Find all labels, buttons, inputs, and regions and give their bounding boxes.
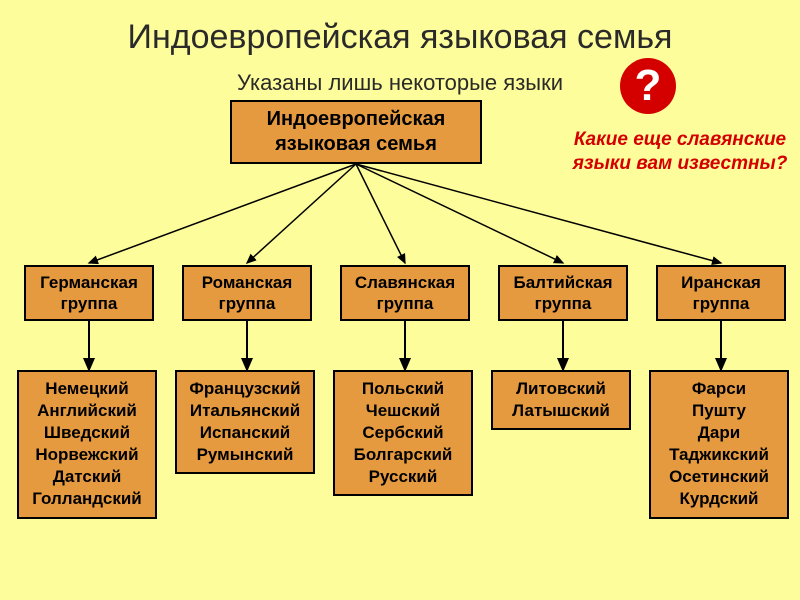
group-node-label: Иранская группа [658, 272, 784, 315]
question-text: Какие еще славянские языки вам известны? [570, 128, 790, 176]
languages-node: ФранцузскийИтальянскийИспанскийРумынский [175, 370, 315, 474]
group-node-label: Германская группа [26, 272, 152, 315]
language-item: Испанский [181, 422, 309, 444]
language-item: Итальянский [181, 400, 309, 422]
group-node: Славянская группа [340, 265, 470, 321]
group-node-label: Славянская группа [342, 272, 468, 315]
group-node-label: Балтийская группа [500, 272, 626, 315]
language-item: Русский [339, 466, 467, 488]
language-item: Латышский [497, 400, 625, 422]
language-item: Таджикский [655, 444, 783, 466]
language-item: Норвежский [23, 444, 151, 466]
language-item: Фарси [655, 378, 783, 400]
language-item: Сербский [339, 422, 467, 444]
question-mark-icon: ? [620, 58, 676, 114]
language-item: Голландский [23, 488, 151, 510]
language-item: Курдский [655, 488, 783, 510]
page-title: Индоевропейская языковая семья [0, 18, 800, 57]
group-node: Германская группа [24, 265, 154, 321]
language-item: Французский [181, 378, 309, 400]
group-node: Романская группа [182, 265, 312, 321]
language-item: Болгарский [339, 444, 467, 466]
group-node: Балтийская группа [498, 265, 628, 321]
group-node: Иранская группа [656, 265, 786, 321]
languages-node: ПольскийЧешскийСербскийБолгарскийРусский [333, 370, 473, 496]
languages-node: ФарсиПуштуДариТаджикскийОсетинскийКурдск… [649, 370, 789, 519]
page-subtitle: Указаны лишь некоторые языки [0, 70, 800, 96]
root-node-label: Индоевропейская языковая семья [232, 107, 480, 157]
languages-node: НемецкийАнглийскийШведскийНорвежскийДатс… [17, 370, 157, 519]
languages-node: ЛитовскийЛатышский [491, 370, 631, 430]
language-item: Английский [23, 400, 151, 422]
language-item: Осетинский [655, 466, 783, 488]
root-node: Индоевропейская языковая семья [230, 100, 482, 164]
group-node-label: Романская группа [184, 272, 310, 315]
language-item: Румынский [181, 444, 309, 466]
language-item: Польский [339, 378, 467, 400]
language-item: Чешский [339, 400, 467, 422]
language-item: Дари [655, 422, 783, 444]
language-item: Датский [23, 466, 151, 488]
language-item: Пушту [655, 400, 783, 422]
language-item: Немецкий [23, 378, 151, 400]
language-item: Литовский [497, 378, 625, 400]
language-item: Шведский [23, 422, 151, 444]
